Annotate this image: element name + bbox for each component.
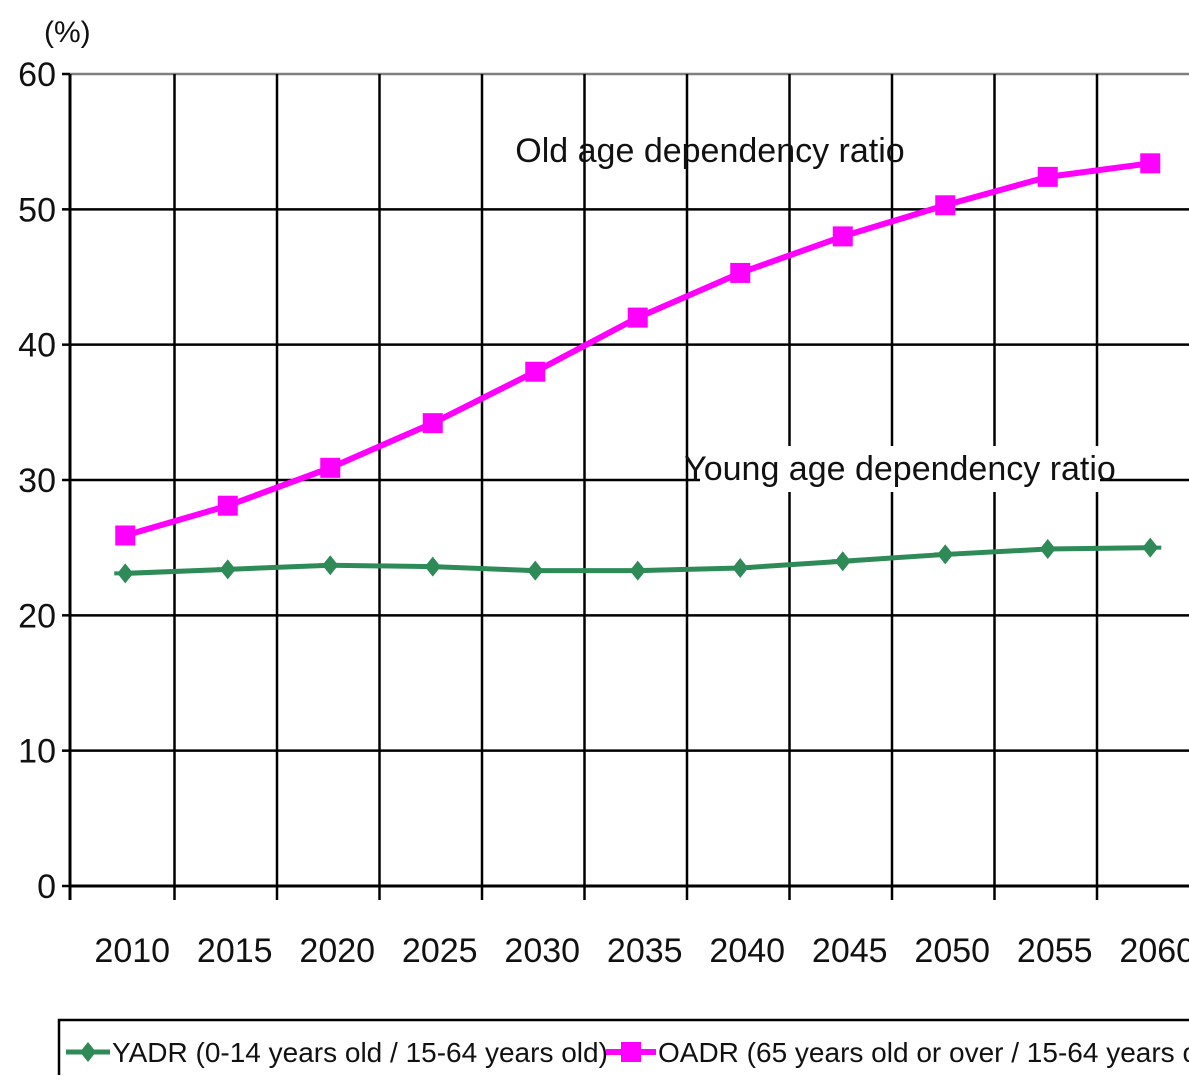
x-tick-label: 2050 bbox=[914, 932, 990, 970]
legend: YADR (0-14 years old / 15-64 years old) O… bbox=[57, 1018, 1189, 1080]
legend-label-yadr: YADR (0-14 years old / 15-64 years old) bbox=[112, 1037, 608, 1068]
x-tick-label: 2030 bbox=[504, 932, 580, 970]
oadr-point bbox=[217, 495, 238, 516]
oadr-point bbox=[1037, 166, 1058, 187]
annotation-label: Young age dependency ratio bbox=[684, 450, 1116, 488]
x-tick-label: 2010 bbox=[94, 932, 170, 970]
oadr-point bbox=[422, 413, 443, 434]
y-tick-label: 20 bbox=[18, 597, 56, 635]
series-markers bbox=[114, 153, 1162, 584]
x-tick-label: 2020 bbox=[299, 932, 375, 970]
x-tick-label: 2045 bbox=[812, 932, 888, 970]
y-tick-label: 60 bbox=[18, 56, 56, 94]
y-tick-label: 40 bbox=[18, 327, 56, 365]
annotation-label: Old age dependency ratio bbox=[515, 132, 904, 170]
annotation-background bbox=[700, 446, 1100, 492]
y-tick-label: 0 bbox=[37, 868, 56, 906]
legend-label-oadr: OADR (65 years old or over / 15-64 years… bbox=[658, 1037, 1189, 1068]
oadr-point bbox=[935, 195, 956, 216]
x-tick-label: 2035 bbox=[607, 932, 683, 970]
legend-marker-oadr bbox=[621, 1042, 641, 1062]
oadr-point bbox=[1140, 153, 1161, 174]
y-axis-unit-label: (%) bbox=[44, 16, 91, 49]
oadr-point bbox=[115, 525, 136, 546]
series-lines bbox=[124, 160, 1151, 576]
axes bbox=[62, 72, 1189, 900]
x-tick-label: 2015 bbox=[197, 932, 273, 970]
legend-marker-yadr bbox=[80, 1042, 96, 1062]
oadr-point bbox=[832, 226, 853, 247]
y-tick-label: 50 bbox=[18, 191, 56, 229]
x-tick-label: 2055 bbox=[1017, 932, 1093, 970]
y-tick-label: 10 bbox=[18, 733, 56, 771]
oadr-point bbox=[627, 307, 648, 328]
x-tick-label: 2025 bbox=[402, 932, 478, 970]
y-tick-label: 30 bbox=[18, 462, 56, 500]
x-tick-label: 2040 bbox=[709, 932, 785, 970]
oadr-point bbox=[525, 361, 546, 382]
oadr-point bbox=[320, 457, 341, 478]
x-tick-label: 2060 bbox=[1119, 932, 1189, 970]
oadr-point bbox=[730, 262, 751, 283]
